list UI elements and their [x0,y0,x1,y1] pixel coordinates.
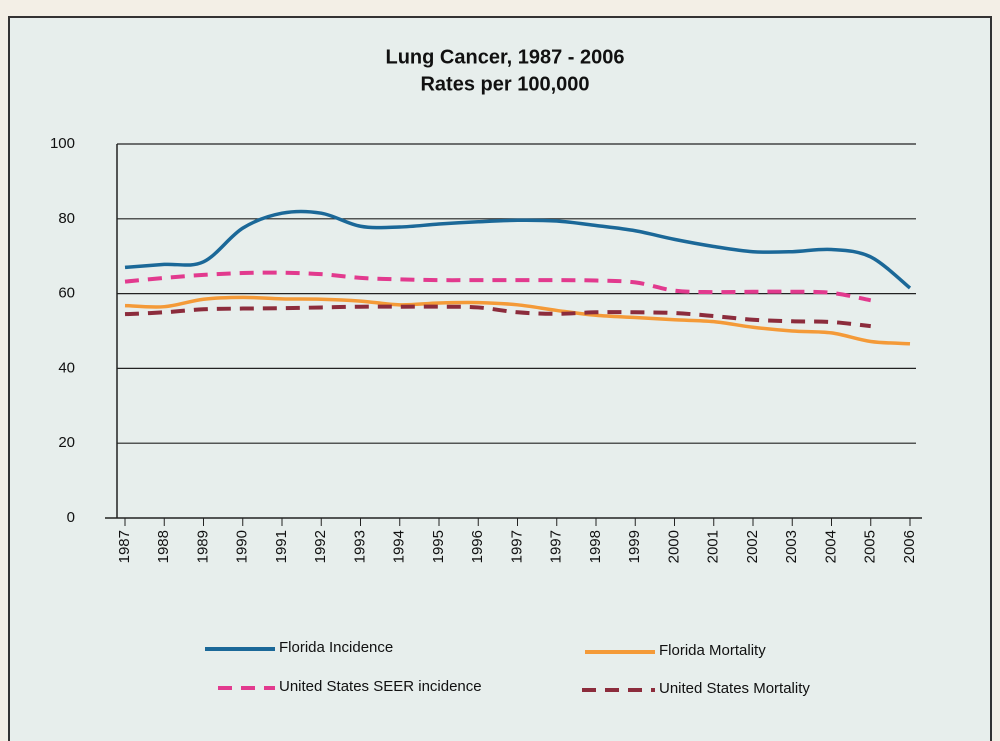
chart-subtitle: Rates per 100,000 [420,73,589,95]
x-tick-label: 2001 [705,530,722,563]
x-tick-label: 1998 [587,530,604,563]
x-tick-label: 1997 [548,530,565,563]
legend-label: United States SEER incidence [279,678,482,695]
legend-label: United States Mortality [659,680,810,697]
y-tick-label: 60 [58,285,75,302]
x-tick-label: 2005 [862,530,879,563]
x-tick-label: 1988 [155,530,172,563]
series-line [124,304,871,329]
series-line [124,209,912,290]
x-tick-label: 2003 [783,530,800,563]
x-tick-label: 2002 [744,530,761,563]
y-tick-label: 0 [67,509,75,526]
x-tick-label: 1999 [626,530,643,563]
y-tick-label: 100 [50,135,75,152]
series-line [124,295,911,346]
x-tick-label: 1995 [430,530,447,563]
series-line [124,270,872,303]
x-tick-label: 2006 [901,530,918,563]
x-tick-label: 2004 [822,530,839,563]
x-tick-label: 1987 [116,530,133,563]
y-tick-label: 80 [58,210,75,227]
chart-panel [8,16,992,741]
x-tick-label: 1994 [391,530,408,563]
x-tick-label: 2000 [665,530,682,563]
chart-title: Lung Cancer, 1987 - 2006 [385,46,624,68]
x-tick-label: 1990 [234,530,251,563]
x-tick-label: 1989 [194,530,211,563]
legend-label: Florida Incidence [279,639,393,656]
x-tick-label: 1997 [508,530,525,563]
legend-label: Florida Mortality [659,642,766,659]
x-tick-label: 1992 [312,530,329,563]
x-tick-label: 1996 [469,530,486,563]
y-tick-label: 20 [58,434,75,451]
y-tick-label: 40 [58,359,75,376]
x-tick-label: 1991 [273,530,290,563]
x-tick-label: 1993 [351,530,368,563]
